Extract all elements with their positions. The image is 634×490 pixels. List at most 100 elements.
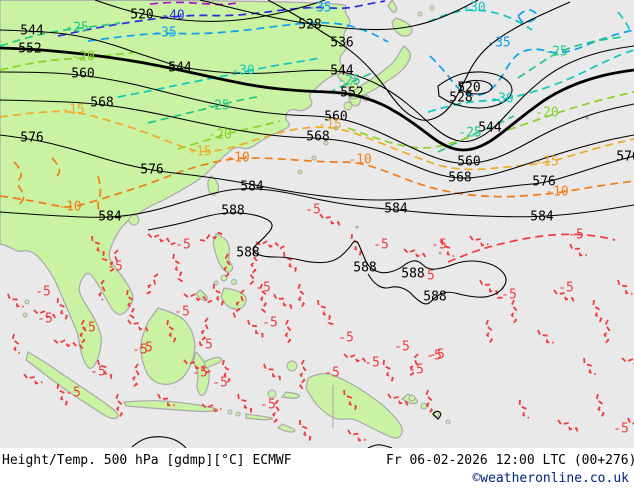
temp-contour--30 <box>427 49 634 113</box>
temp-contour--5-squiggle <box>298 359 307 391</box>
temp-contour--5-squiggle <box>166 319 177 346</box>
contour-label: -5 <box>132 343 148 358</box>
contour-label: 560 <box>324 110 347 125</box>
contour-label: -5 <box>568 228 584 243</box>
temp-contour--5-squiggle <box>11 333 21 355</box>
contour-label: -25 <box>337 74 360 89</box>
contour-label: -5 <box>192 366 208 381</box>
temp-contour--5-squiggle <box>510 299 518 326</box>
map-title-label: Height/Temp. 500 hPa [gdmp][°C] ECMWF <box>2 453 292 468</box>
contour-label: -35 <box>153 26 176 41</box>
temp-contour--5-squiggle <box>7 293 24 308</box>
contour-label: 520 <box>457 81 480 96</box>
contour-label: -35 <box>487 36 510 51</box>
island <box>429 5 435 11</box>
contour-label: -25 <box>206 99 229 114</box>
island <box>286 360 298 372</box>
contour-label: 528 <box>449 91 472 106</box>
temp-contour--5-squiggle <box>201 403 222 413</box>
temp-contour--5-squiggle <box>469 235 489 247</box>
island <box>227 409 233 415</box>
contour-label: -5 <box>419 269 435 284</box>
temperature-contours-layer <box>0 0 634 444</box>
contour-label: -15 <box>188 145 211 160</box>
temp-contour--5-squiggle <box>199 231 226 242</box>
temp-contour--5-squiggle <box>255 240 287 250</box>
contour-label: 568 <box>448 171 471 186</box>
landmass <box>280 391 301 399</box>
temp-contour--5-squiggle <box>143 273 159 296</box>
contour-label: -5 <box>107 260 123 275</box>
island <box>220 274 228 282</box>
contour-label: -15 <box>535 155 558 170</box>
temp-contour--30 <box>617 11 632 34</box>
contour-label: -5 <box>558 281 574 296</box>
contour-label: -5 <box>65 386 81 401</box>
contour-label: -5 <box>260 398 276 413</box>
contour-label: -5 <box>394 340 410 355</box>
temp-contour--5-squiggle <box>56 383 69 409</box>
island <box>343 101 353 111</box>
land-layer <box>0 0 589 439</box>
contour-label: -10 <box>348 153 371 168</box>
landmass <box>203 356 223 369</box>
height-contours-layer <box>0 0 634 449</box>
contour-label: 568 <box>306 130 329 145</box>
contour-label: 552 <box>340 86 363 101</box>
temp-contour--35 <box>516 9 538 23</box>
contour-label: -25 <box>458 126 481 141</box>
temp-contour--5-squiggle <box>98 279 106 301</box>
temp-contour--5-squiggle <box>263 363 281 384</box>
contour-label: 528 <box>298 18 321 33</box>
island <box>323 140 329 146</box>
island <box>22 312 28 318</box>
landmass <box>0 0 362 369</box>
contour-label: 544 <box>168 61 192 76</box>
height-contour-arc1 <box>131 436 187 449</box>
landmass <box>348 45 411 100</box>
temp-contour--5-squiggle <box>127 319 150 335</box>
temp-contour--5-squiggle <box>406 353 419 378</box>
temp-contour--5-squiggle <box>183 293 214 304</box>
temp-contour--5-squiggle <box>382 359 395 385</box>
temp-contour--5-squiggle <box>157 393 175 407</box>
island <box>231 279 237 285</box>
contour-label: -5 <box>324 366 340 381</box>
height-contour-568 <box>0 99 634 179</box>
contour-label: 584 <box>240 180 264 195</box>
contour-label: -5 <box>373 238 389 253</box>
temp-contour--5-squiggle <box>343 389 357 413</box>
contour-label: -5 <box>90 365 106 380</box>
contour-label: 576 <box>532 175 555 190</box>
temp-contour--5-squiggle <box>237 393 253 416</box>
contour-label: 544 <box>478 121 502 136</box>
landmass <box>387 0 398 13</box>
map-datetime-label: Fr 06-02-2026 12:00 LTC (00+276) <box>386 453 634 468</box>
contour-label: -5 <box>262 316 278 331</box>
temp-contour--5-squiggle <box>621 357 634 365</box>
temp-contour--5-squiggle <box>592 299 603 326</box>
temp-contour--5-squiggle <box>583 357 597 376</box>
temp-contour--5-squiggle <box>347 429 366 442</box>
temp-contour--40 <box>57 0 386 37</box>
temp-contour--5-squiggle <box>221 359 231 386</box>
contour-label: 584 <box>98 210 122 225</box>
contour-label: 560 <box>71 67 94 82</box>
height-contour-528 <box>199 0 479 31</box>
contour-label: -20 <box>71 50 94 65</box>
island <box>408 394 416 402</box>
temp-contour--5-squiggle <box>537 329 554 344</box>
temp-contour--5-squiggle <box>198 317 209 348</box>
contour-label: -10 <box>226 151 249 166</box>
temp-contour--5-squiggle <box>319 213 342 229</box>
contour-label: 568 <box>90 96 113 111</box>
island <box>420 402 428 410</box>
contour-label: 584 <box>530 210 554 225</box>
island <box>297 169 303 175</box>
contour-label: -15 <box>61 103 84 118</box>
contour-label: -30 <box>490 92 513 107</box>
contour-label: -5 <box>501 288 517 303</box>
temp-contour--5-squiggle <box>425 389 434 416</box>
temp-contour--10 <box>51 157 61 181</box>
